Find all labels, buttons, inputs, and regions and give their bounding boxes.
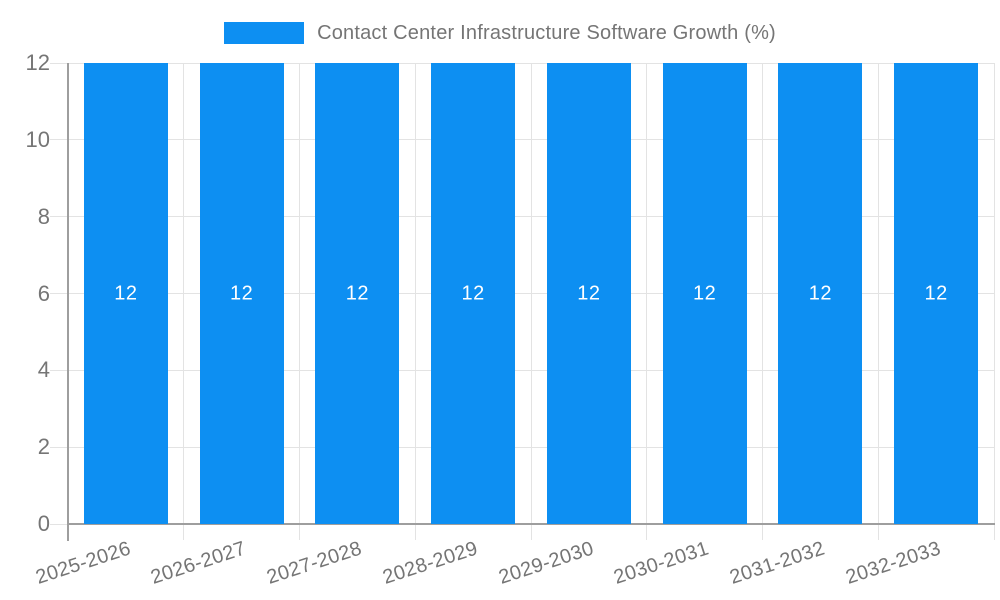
y-axis-tick-mark (50, 139, 68, 141)
y-axis-tick-label: 0 (37, 511, 50, 536)
bar-value-label: 12 (924, 282, 948, 304)
y-axis-tick-mark (50, 293, 68, 294)
y-axis-tick-label: 10 (25, 126, 50, 152)
vertical-gridline (414, 63, 416, 524)
bar-value-label: 12 (461, 282, 485, 304)
vertical-gridline (530, 63, 532, 524)
legend-label: Contact Center Infrastructure Software G… (317, 21, 776, 44)
y-axis-tick-mark (50, 523, 68, 525)
vertical-gridline (993, 63, 995, 524)
bar-value-label: 12 (345, 282, 369, 304)
y-axis-tick-mark (50, 446, 68, 448)
x-axis-tick-mark (530, 524, 532, 540)
y-axis-tick-label: 6 (37, 280, 50, 306)
x-axis-category-label: 2032-2033 (842, 537, 944, 589)
x-axis-tick-mark (183, 524, 185, 540)
bar[interactable]: 12 (546, 63, 631, 524)
x-axis-category-label: 2029-2030 (495, 537, 597, 589)
y-axis-tick-label: 12 (25, 50, 50, 75)
bar[interactable]: 12 (199, 63, 284, 524)
vertical-gridline (183, 63, 185, 524)
vertical-gridline (646, 63, 648, 524)
y-axis-tick-mark (50, 216, 68, 218)
x-axis-category-label: 2026-2027 (148, 537, 249, 589)
bar[interactable]: 12 (778, 63, 863, 524)
x-axis-category-label: 2030-2031 (611, 537, 712, 589)
legend[interactable]: Contact Center Infrastructure Software G… (0, 21, 1000, 45)
x-axis-tick-mark (877, 524, 879, 540)
bar[interactable]: 12 (662, 63, 747, 524)
bar-value-label: 12 (577, 282, 601, 304)
bar-value-label: 12 (693, 282, 717, 304)
y-axis-tick-label: 8 (37, 203, 50, 229)
y-axis-tick-mark (50, 369, 68, 371)
x-axis-line (67, 523, 995, 525)
x-axis-tick-mark (993, 524, 995, 540)
y-axis-tick-label: 2 (37, 434, 50, 460)
x-axis-category-label: 2027-2028 (264, 537, 365, 589)
vertical-gridline (762, 63, 763, 524)
x-axis-category-label: 2031-2032 (727, 537, 828, 589)
vertical-gridline (299, 63, 300, 524)
bar-value-label: 12 (114, 282, 138, 304)
legend-swatch[interactable] (224, 22, 305, 44)
y-axis-tick-label: 4 (37, 357, 50, 383)
bar[interactable]: 12 (83, 63, 168, 524)
vertical-gridline (877, 63, 879, 524)
x-axis-tick-mark (646, 524, 648, 540)
bar[interactable]: 12 (894, 63, 979, 524)
bar[interactable]: 12 (431, 63, 516, 524)
bar-value-label: 12 (230, 282, 254, 304)
bar[interactable]: 12 (315, 63, 400, 524)
bar-value-label: 12 (808, 282, 832, 304)
x-axis-category-label: 2028-2029 (379, 537, 481, 589)
x-axis-tick-mark (299, 524, 300, 540)
x-axis-tick-mark (762, 524, 763, 540)
x-axis-category-label: 2025-2026 (32, 537, 134, 589)
y-axis-line (67, 63, 69, 541)
y-axis-tick-mark (50, 62, 68, 64)
x-axis-tick-mark (414, 524, 416, 540)
